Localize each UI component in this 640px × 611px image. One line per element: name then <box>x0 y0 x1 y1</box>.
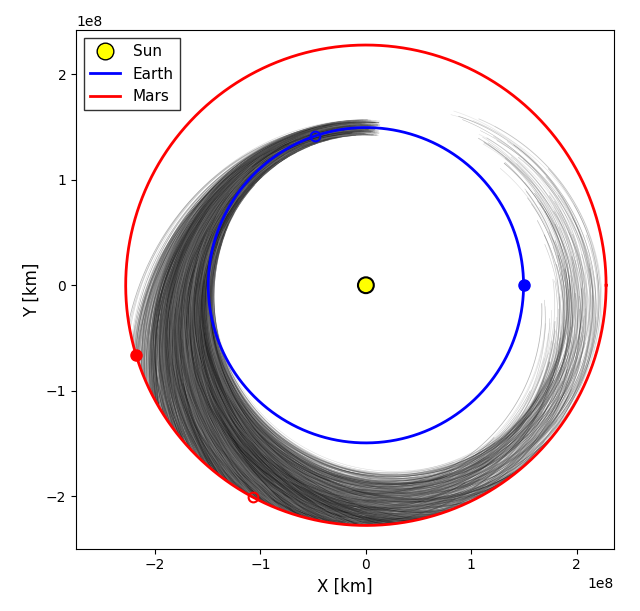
X-axis label: X [km]: X [km] <box>317 578 372 596</box>
Y-axis label: Y [km]: Y [km] <box>22 262 40 316</box>
Legend: Sun, Earth, Mars: Sun, Earth, Mars <box>84 38 180 111</box>
Circle shape <box>358 277 374 293</box>
